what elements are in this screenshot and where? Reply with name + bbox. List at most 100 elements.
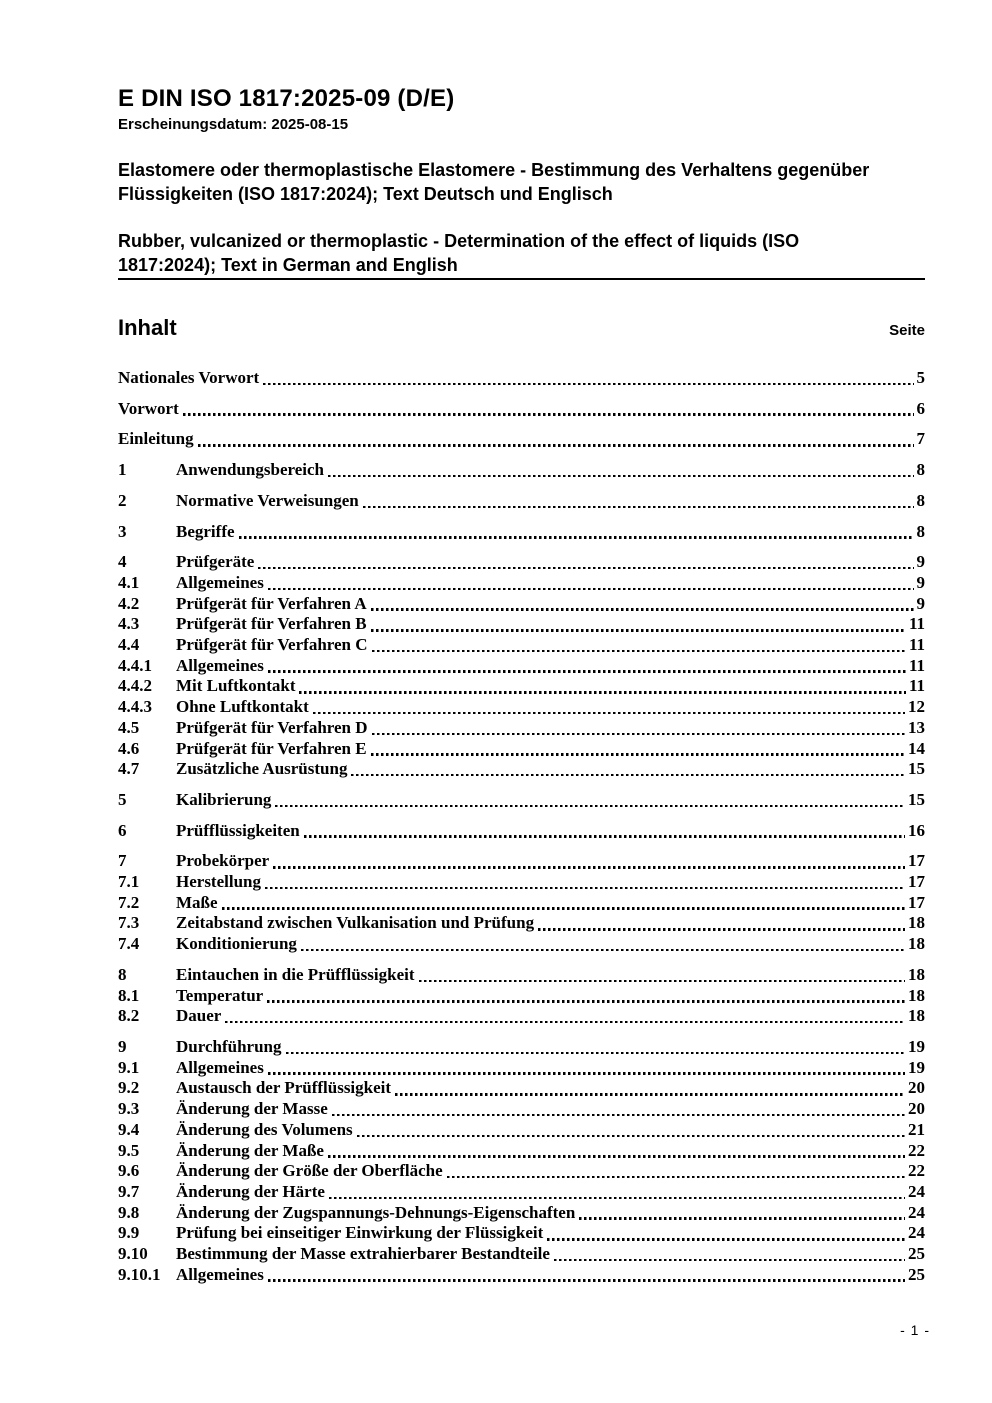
toc-entry-title: Normative Verweisungen bbox=[176, 490, 359, 510]
toc-entry-number: 9.8 bbox=[118, 1202, 140, 1222]
toc-group: 1 Anwendungsbereich 8 bbox=[118, 460, 925, 481]
toc-leader-dots bbox=[300, 948, 905, 952]
toc-entry-title: Einleitung bbox=[118, 429, 194, 449]
toc-entry-title: Änderung der Größe der Oberfläche bbox=[176, 1161, 443, 1181]
toc-entry-page: 20 bbox=[908, 1078, 925, 1098]
toc-entry-title: Begriffe bbox=[176, 521, 235, 541]
toc-leader-dots bbox=[553, 1258, 905, 1262]
toc-group: 7 Probekörper 17 7.1 Herstellung 17 7.2 … bbox=[118, 851, 925, 955]
toc-row: 9.10.1 Allgemeines 25 bbox=[118, 1265, 925, 1286]
toc-entry-number: 9 bbox=[118, 1036, 127, 1056]
toc-entry-number: 9.10 bbox=[118, 1244, 148, 1264]
toc-leader-dots bbox=[331, 1113, 905, 1117]
toc-entry-number: 4.7 bbox=[118, 759, 140, 779]
toc-entry-title: Allgemeines bbox=[176, 655, 264, 675]
toc-row: 4.7 Zusätzliche Ausrüstung 15 bbox=[118, 759, 925, 780]
toc-leader-dots bbox=[356, 1134, 905, 1137]
toc-leader-dots bbox=[267, 670, 906, 673]
toc-group: 9 Durchführung 19 9.1 Allgemeines 19 9.2… bbox=[118, 1037, 925, 1285]
toc-entry-number: 9.9 bbox=[118, 1223, 140, 1243]
toc-row: Nationales Vorwort 5 bbox=[118, 368, 925, 389]
toc-leader-dots bbox=[267, 1279, 905, 1282]
toc-entry-number: 7.1 bbox=[118, 872, 140, 892]
toc-leader-dots bbox=[275, 804, 905, 808]
toc-leader-dots bbox=[303, 835, 905, 838]
toc-entry-page: 8 bbox=[916, 490, 926, 510]
toc-entry-page: 22 bbox=[908, 1161, 925, 1181]
toc-entry-title: Dauer bbox=[176, 1006, 222, 1026]
toc-entry-title: Probekörper bbox=[176, 851, 270, 871]
toc-row: 9.4 Änderung des Volumens 21 bbox=[118, 1120, 925, 1141]
toc-row: 4.4.1 Allgemeines 11 bbox=[118, 656, 925, 677]
toc-leader-dots bbox=[182, 413, 914, 416]
toc-leader-dots bbox=[258, 566, 914, 570]
toc-leader-dots bbox=[395, 1093, 905, 1096]
toc-leader-dots bbox=[285, 1051, 905, 1055]
toc-entry-page: 9 bbox=[916, 572, 926, 592]
toc-entry-page: 11 bbox=[908, 655, 925, 675]
toc-entry-title: Zeitabstand zwischen Vulkanisation und P… bbox=[176, 913, 535, 933]
toc-row: 9.8 Änderung der Zugspannungs-Dehnungs-E… bbox=[118, 1203, 925, 1224]
toc-leader-dots bbox=[538, 928, 905, 931]
toc-row: 4.4.3 Ohne Luftkontakt 12 bbox=[118, 697, 925, 718]
toc-group: 6 Prüfflüssigkeiten 16 bbox=[118, 821, 925, 842]
toc-leader-dots bbox=[579, 1217, 905, 1220]
toc-leader-dots bbox=[547, 1238, 905, 1241]
toc-entry-title: Änderung der Härte bbox=[176, 1181, 325, 1201]
toc-entry-page: 11 bbox=[908, 614, 925, 634]
toc-row: 7.2 Maße 17 bbox=[118, 893, 925, 914]
toc-group: Einleitung 7 bbox=[118, 429, 925, 450]
page-number-footer: - 1 - bbox=[900, 1322, 930, 1338]
toc-page-column-label: Seite bbox=[889, 322, 925, 339]
toc-entry-page: 19 bbox=[908, 1036, 925, 1056]
title-english: Rubber, vulcanized or thermoplastic - De… bbox=[118, 231, 800, 275]
toc-group: 8 Eintauchen in die Prüfflüssigkeit 18 8… bbox=[118, 965, 925, 1027]
toc-entry-page: 7 bbox=[916, 429, 926, 449]
toc-entry-number: 4.4.2 bbox=[118, 676, 152, 696]
toc-entry-title: Austausch der Prüfflüssigkeit bbox=[176, 1078, 392, 1098]
toc-entry-number: 7 bbox=[118, 851, 127, 871]
toc-entry-number: 9.3 bbox=[118, 1099, 140, 1119]
toc-row: 7.1 Herstellung 17 bbox=[118, 872, 925, 893]
toc-entry-number: 9.10.1 bbox=[118, 1264, 161, 1284]
toc-row: 4.3 Prüfgerät für Verfahren B 11 bbox=[118, 614, 925, 635]
toc-entry-title: Prüfgerät für Verfahren D bbox=[176, 717, 368, 737]
toc-row: 9.2 Austausch der Prüfflüssigkeit 20 bbox=[118, 1078, 925, 1099]
toc-entry-page: 11 bbox=[908, 635, 925, 655]
toc-leader-dots bbox=[418, 979, 905, 983]
toc-row: 4.2 Prüfgerät für Verfahren A 9 bbox=[118, 594, 925, 615]
toc-entry-page: 8 bbox=[916, 521, 926, 541]
toc-entry-number: 2 bbox=[118, 490, 127, 510]
toc-entry-number: 4.4.1 bbox=[118, 655, 152, 675]
toc-entry-page: 17 bbox=[908, 872, 925, 892]
toc-row: Vorwort 6 bbox=[118, 399, 925, 420]
toc-entry-page: 16 bbox=[908, 820, 925, 840]
toc-entry-page: 24 bbox=[908, 1202, 925, 1222]
toc-leader-dots bbox=[370, 608, 914, 611]
toc-row: 9.6 Änderung der Größe der Oberfläche 22 bbox=[118, 1161, 925, 1182]
toc-group: 5 Kalibrierung 15 bbox=[118, 790, 925, 811]
toc-entry-title: Änderung der Maße bbox=[176, 1140, 324, 1160]
toc-row: 4.4.2 Mit Luftkontakt 11 bbox=[118, 676, 925, 697]
toc-row: 3 Begriffe 8 bbox=[118, 522, 925, 543]
toc-row: 4.5 Prüfgerät für Verfahren D 13 bbox=[118, 718, 925, 739]
toc-entry-title: Bestimmung der Masse extrahierbarer Best… bbox=[176, 1244, 550, 1264]
toc-entry-page: 17 bbox=[908, 892, 925, 912]
toc-entry-number: 9.4 bbox=[118, 1119, 140, 1139]
toc-entry-page: 11 bbox=[908, 676, 925, 696]
toc-entry-page: 18 bbox=[908, 1006, 925, 1026]
toc-entry-title: Eintauchen in die Prüfflüssigkeit bbox=[176, 964, 415, 984]
toc-entry-page: 9 bbox=[916, 552, 926, 572]
toc-entry-page: 5 bbox=[916, 368, 926, 387]
toc-row: 7.3 Zeitabstand zwischen Vulkanisation u… bbox=[118, 913, 925, 934]
document-number-title: E DIN ISO 1817:2025-09 (D/E) bbox=[118, 85, 455, 112]
toc-leader-dots bbox=[328, 1196, 905, 1200]
toc-entry-number: 6 bbox=[118, 820, 127, 840]
toc-entry-page: 18 bbox=[908, 913, 925, 933]
toc-leader-dots bbox=[327, 1155, 905, 1158]
toc-entry-page: 15 bbox=[908, 759, 925, 779]
toc-entry-number: 7.4 bbox=[118, 934, 140, 954]
toc-row: 4.4 Prüfgerät für Verfahren C 11 bbox=[118, 635, 925, 656]
toc-leader-dots bbox=[370, 629, 906, 632]
toc-row: 1 Anwendungsbereich 8 bbox=[118, 460, 925, 481]
